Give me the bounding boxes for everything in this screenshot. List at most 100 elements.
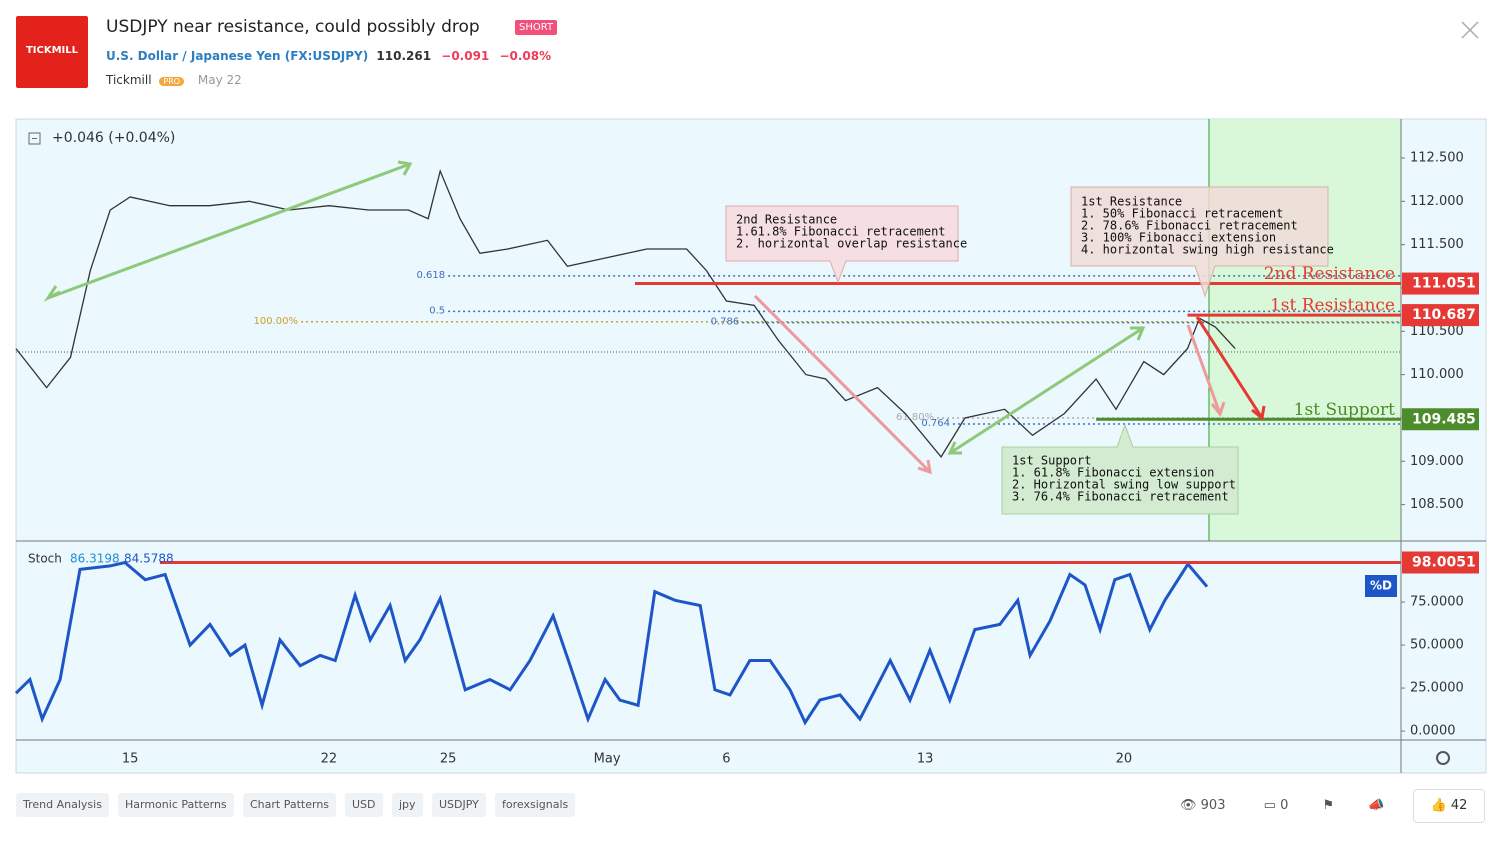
x-tick-label: 25 <box>440 752 457 767</box>
idea-title: USDJPY near resistance, could possibly d… <box>106 17 480 37</box>
y-tick-label: 112.500 <box>1410 150 1464 165</box>
callout-line: 2. horizontal overlap resistance <box>736 237 967 251</box>
series-line <box>15 168 1236 459</box>
x-tick-label: 13 <box>917 752 934 767</box>
callout-box <box>1001 423 1239 515</box>
arrow <box>947 441 962 455</box>
views: 903 <box>1200 798 1226 813</box>
callout-box <box>725 205 959 284</box>
y-tick-label: 108.500 <box>1410 497 1464 512</box>
level-tag-label: 110.687 <box>1412 307 1476 323</box>
symbol[interactable]: U.S. Dollar / Japanese Yen <box>106 49 281 63</box>
y-tick-label: 25.0000 <box>1410 681 1464 696</box>
callout-line: 2. Horizontal swing low support <box>1012 478 1236 492</box>
callout-line: 3. 100% Fibonacci extension <box>1081 231 1276 245</box>
share-icon[interactable]: ⚑ <box>1322 798 1335 813</box>
level-tag-label: 111.051 <box>1412 276 1476 292</box>
level-name: 1st Resistance <box>1270 296 1395 316</box>
like-button[interactable]: 👍 42 <box>1413 789 1485 823</box>
callout-box <box>1070 186 1329 298</box>
arrow <box>949 326 1146 455</box>
level-name: 1st Support <box>1294 400 1395 420</box>
series-line <box>14 560 1209 726</box>
level-tag <box>1402 272 1479 295</box>
tag[interactable]: forexsignals <box>495 793 576 817</box>
tag[interactable]: USD <box>345 793 383 817</box>
x-tick-label: 15 <box>122 752 139 767</box>
tag[interactable]: USDJPY <box>432 793 486 817</box>
y-tick-label: 110.000 <box>1410 367 1464 382</box>
logo: TICKMILL <box>16 16 88 88</box>
fib-label: 61.80% <box>896 412 934 423</box>
callout: 1st Resistance 1. 50% Fibonacci retracem… <box>1070 186 1334 298</box>
arrow <box>47 160 413 300</box>
fib-label: 0.764 <box>921 418 950 429</box>
stoch-title: Stoch <box>28 552 62 566</box>
arrows <box>43 160 1266 475</box>
arrow <box>753 294 932 475</box>
change: −0.091 <box>441 49 490 63</box>
tag[interactable]: Harmonic Patterns <box>118 793 234 817</box>
change-pct: −0.08% <box>499 49 552 63</box>
fib-label: 0.5 <box>429 305 445 316</box>
fib-label: 0.786 <box>711 317 740 328</box>
author-row: Tickmill PRO May 22 <box>106 73 242 87</box>
symbol-row: U.S. Dollar / Japanese Yen (FX:USDJPY) 1… <box>106 49 551 63</box>
y-tick-label: 75.0000 <box>1410 595 1464 610</box>
callout-line: 3. 76.4% Fibonacci retracement <box>1012 490 1229 504</box>
tag[interactable]: jpy <box>392 793 423 817</box>
level-tag <box>1402 551 1479 574</box>
date: May 22 <box>197 73 242 87</box>
comments: 0 <box>1280 798 1289 813</box>
promote-icon[interactable]: 📣 <box>1368 798 1385 813</box>
chart: 152225May61320108.500109.000109.500110.0… <box>14 118 1487 774</box>
level-tag <box>1402 304 1479 327</box>
y-tick-label: 111.500 <box>1410 237 1464 252</box>
callout-line: 1st Support <box>1012 454 1091 468</box>
series-tag-label: %D <box>1370 579 1392 593</box>
callout-line: 2nd Resistance <box>736 213 837 227</box>
series-tag <box>1365 575 1397 597</box>
y-tick-label: 110.500 <box>1410 324 1464 339</box>
y-tick-label: 109.000 <box>1410 454 1464 469</box>
x-tick-label: 20 <box>1116 752 1133 767</box>
callout-line: 1.61.8% Fibonacci retracement <box>736 225 946 239</box>
callout-line: 1. 50% Fibonacci retracement <box>1081 207 1283 221</box>
callout: 2nd Resistance 1.61.8% Fibonacci retrace… <box>725 205 967 284</box>
price: 110.261 <box>376 49 432 63</box>
stoch-value: 84.5788 <box>124 552 174 566</box>
y-tick-label: 0.0000 <box>1410 724 1456 739</box>
arrow <box>43 285 61 302</box>
callout-line: 4. horizontal swing high resistance <box>1081 243 1334 257</box>
exchange[interactable]: (FX:USDJPY) <box>284 49 369 63</box>
settings-icon[interactable] <box>1436 751 1450 765</box>
callout-line: 2. 78.6% Fibonacci retracement <box>1081 219 1298 233</box>
arrow <box>1186 324 1226 418</box>
likes: 42 <box>1450 798 1468 813</box>
logo-text: TICKMILL <box>25 45 79 56</box>
collapse-button[interactable] <box>28 132 41 145</box>
tag[interactable]: Chart Patterns <box>243 793 337 817</box>
author[interactable]: Tickmill <box>106 73 152 87</box>
arrow <box>1195 316 1266 421</box>
callout-line: 1st Resistance <box>1081 195 1182 209</box>
x-tick-label: 6 <box>722 752 730 767</box>
level-tag-label: 109.485 <box>1412 411 1476 427</box>
level-name: 2nd Resistance <box>1264 264 1395 284</box>
close-button[interactable] <box>1460 20 1480 40</box>
stats: 👁 903 ▭ 0 ⚑ 📣 <box>1180 798 1384 813</box>
level-tag-label: 98.0051 <box>1412 554 1476 570</box>
fib-label: 0.618 <box>416 270 445 281</box>
callout: 1st Support 1. 61.8% Fibonacci extension… <box>1001 423 1239 515</box>
callout-line: 1. 61.8% Fibonacci extension <box>1012 466 1214 480</box>
legend-value: +0.046 (+0.04%) <box>52 130 175 146</box>
pro-badge: PRO <box>159 77 185 86</box>
comments-icon[interactable]: ▭ <box>1263 798 1276 813</box>
y-tick-label: 50.0000 <box>1410 638 1464 653</box>
y-tick-label: 112.000 <box>1410 194 1464 209</box>
x-tick-label: May <box>594 752 621 767</box>
short-badge: SHORT <box>515 20 558 35</box>
x-tick-label: 22 <box>321 752 338 767</box>
tag[interactable]: Trend Analysis <box>16 793 109 817</box>
